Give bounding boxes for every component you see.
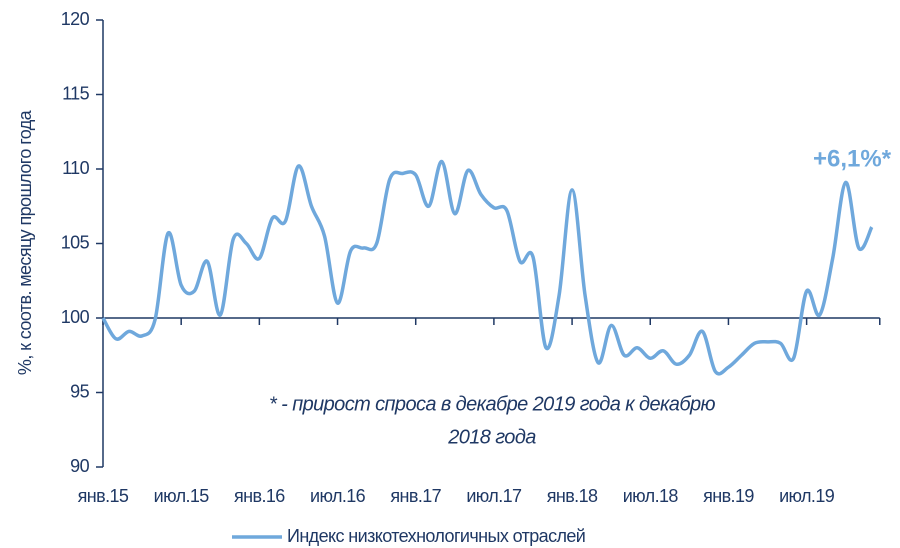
x-tick-label: июл.19 (779, 486, 835, 506)
x-tick-label: янв.15 (78, 486, 129, 506)
x-tick-label: июл.17 (466, 486, 522, 506)
y-tick-label: 120 (61, 9, 90, 29)
x-tick-label: июл.16 (310, 486, 366, 506)
legend-label: Индекс низкотехнологичных отраслей (287, 526, 585, 546)
y-tick-label: 95 (70, 381, 89, 401)
data-line (101, 159, 874, 376)
footnote: 2018 года (447, 426, 536, 448)
y-tick-label: 100 (61, 307, 90, 327)
x-tick-label: янв.16 (234, 486, 285, 506)
x-tick-label: янв.17 (390, 486, 441, 506)
y-tick-label: 105 (61, 232, 90, 252)
footnote: * - прирост спроса в декабре 2019 года к… (269, 393, 715, 415)
y-tick-label: 115 (62, 83, 89, 103)
x-tick-label: июл.15 (154, 486, 210, 506)
annotation: +6,1%* (813, 145, 892, 172)
y-tick-label: 90 (70, 456, 89, 476)
x-tick-label: янв.18 (547, 486, 598, 506)
x-tick-label: июл.18 (623, 486, 679, 506)
x-tick-label: янв.19 (703, 486, 754, 506)
y-tick-label: 110 (62, 158, 89, 178)
y-axis-label: %, к соотв. месяцу прошлого года (15, 109, 35, 375)
